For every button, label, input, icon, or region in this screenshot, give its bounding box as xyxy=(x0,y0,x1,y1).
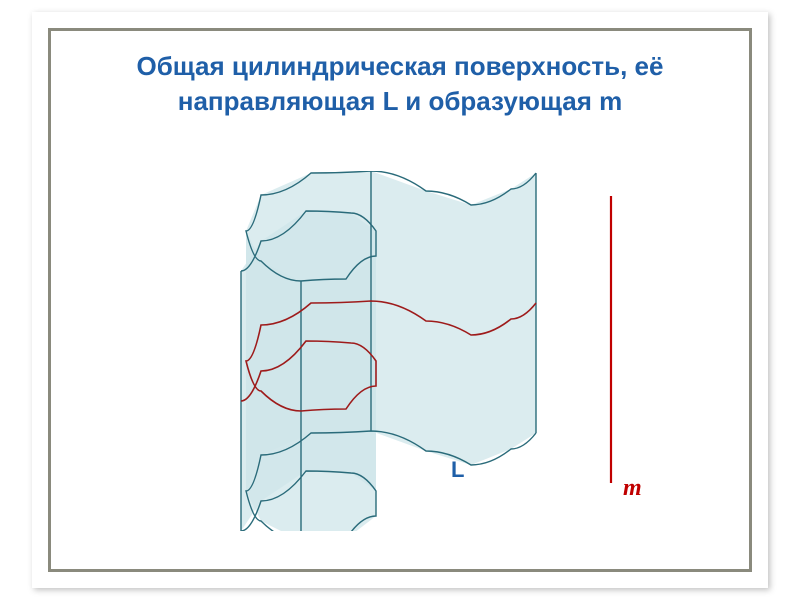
label-L: L xyxy=(451,457,464,483)
inner-border: Общая цилиндрическая поверхность, её нап… xyxy=(48,28,752,572)
generator-line-m xyxy=(601,151,621,613)
diagram-area: L m xyxy=(51,151,749,569)
label-m: m xyxy=(623,475,642,502)
slide-title: Общая цилиндрическая поверхность, её нап… xyxy=(51,31,749,119)
cylindrical-surface-diagram xyxy=(201,171,561,531)
slide-frame: Общая цилиндрическая поверхность, её нап… xyxy=(32,12,768,588)
